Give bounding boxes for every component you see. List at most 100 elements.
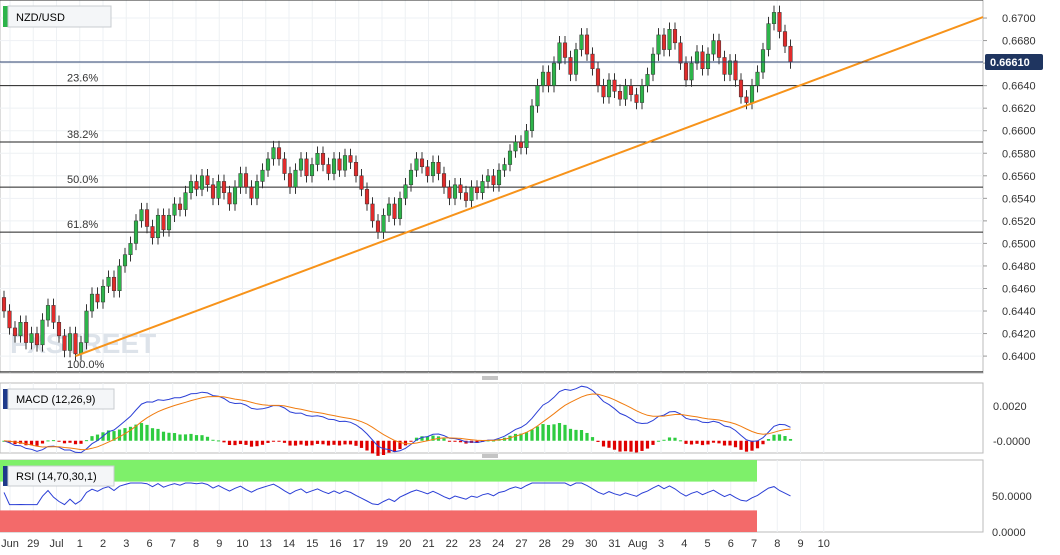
trendline[interactable] xyxy=(75,16,984,358)
macd-histogram-bar xyxy=(348,440,353,445)
candle-body xyxy=(403,184,408,199)
candle-body xyxy=(18,322,23,337)
rsi-tag: RSI (14,70,30,1) xyxy=(3,465,115,487)
candle-body xyxy=(243,173,249,188)
candle-body xyxy=(782,31,788,47)
macd-histogram-bar xyxy=(458,440,463,443)
candle-body xyxy=(595,68,601,86)
candle-body xyxy=(518,141,524,148)
macd-histogram-bar xyxy=(271,440,276,442)
candle-body xyxy=(612,79,617,92)
pane-resize-handle-1[interactable] xyxy=(482,376,498,380)
candle-body xyxy=(661,34,667,50)
macd-histogram-bar xyxy=(145,424,149,441)
candle-body xyxy=(386,203,392,216)
candle-body xyxy=(683,62,689,81)
macd-histogram-bar xyxy=(29,440,34,446)
candle-body xyxy=(51,305,56,323)
macd-histogram-bar xyxy=(62,440,67,444)
candle-body xyxy=(546,71,551,86)
macd-histogram-bar xyxy=(73,440,78,445)
price-tick-label: 0.6700 xyxy=(1002,13,1036,25)
price-pane-frame xyxy=(0,0,984,374)
current-price-badge xyxy=(985,53,1043,70)
macd-histogram-bar xyxy=(777,434,782,441)
macd-histogram-bar xyxy=(629,440,633,452)
macd-histogram-bar xyxy=(431,435,435,441)
candle-body xyxy=(584,34,590,55)
candle-body xyxy=(359,175,364,190)
pane-resize-handle-2[interactable] xyxy=(482,454,498,458)
macd-histogram-bar xyxy=(596,440,600,442)
candle-body xyxy=(56,322,62,337)
macd-histogram-bar xyxy=(51,440,56,442)
candle-body xyxy=(139,209,144,222)
macd-histogram-bar xyxy=(772,434,776,441)
candle-body xyxy=(276,147,282,160)
candle-body xyxy=(364,189,370,205)
macd-histogram-bar xyxy=(376,440,380,456)
time-tick-label: Aug xyxy=(628,538,648,550)
candle-body xyxy=(513,141,518,152)
macd-histogram-bar xyxy=(167,432,171,441)
macd-histogram-bar xyxy=(216,440,221,442)
macd-histogram-bar xyxy=(447,440,452,442)
macd-histogram-bar xyxy=(84,440,89,442)
trendline-line[interactable] xyxy=(75,16,984,358)
candle-body xyxy=(260,169,265,182)
time-tick-label: 2 xyxy=(100,538,106,550)
macd-pane-frame xyxy=(0,382,984,454)
price-tick-label: 0.6620 xyxy=(1002,103,1036,115)
macd-histogram-bar xyxy=(409,440,413,442)
candle-body xyxy=(375,220,381,233)
candle-body xyxy=(414,158,419,171)
candle-body xyxy=(524,130,529,148)
macd-histogram-bar xyxy=(161,431,166,441)
candle-body xyxy=(210,184,216,199)
time-tick-label: 10 xyxy=(818,538,830,550)
candle-body xyxy=(232,186,238,205)
macd-histogram-bar xyxy=(601,440,606,447)
macd-histogram-bar xyxy=(238,440,243,445)
rsi-pane: 50.0000 0.0000 xyxy=(0,460,1032,539)
candle-body xyxy=(650,53,656,75)
candle-body xyxy=(227,192,232,205)
macd-histogram-bar xyxy=(18,440,23,444)
candle-body xyxy=(172,203,177,216)
current-price: 0.66610 xyxy=(0,53,1043,70)
macd-histogram-bar xyxy=(612,440,617,450)
macd-histogram-bar xyxy=(766,438,771,441)
candle-body xyxy=(700,51,705,69)
macd-histogram-bar xyxy=(123,428,127,441)
candle-body xyxy=(23,322,29,343)
candle-body xyxy=(496,169,502,186)
price-tick-label: 0.6560 xyxy=(1002,171,1036,183)
macd-histogram-bar xyxy=(150,428,155,441)
candle-body xyxy=(1,297,7,312)
macd-histogram-bar xyxy=(662,439,666,441)
price-tick-label: 0.6480 xyxy=(1002,261,1036,273)
candle-body xyxy=(73,333,78,355)
candle-body xyxy=(353,162,359,177)
macd-histogram-bar xyxy=(277,440,281,442)
macd-histogram-bar xyxy=(156,428,160,441)
macd-histogram-bar xyxy=(134,424,138,441)
macd-histogram-bar xyxy=(524,432,529,441)
time-tick-label: 8 xyxy=(193,538,199,550)
candle-body xyxy=(557,42,562,64)
candle-body xyxy=(128,243,133,255)
price-tick-label: 0.6600 xyxy=(1002,126,1036,138)
macd-histogram-bar xyxy=(299,440,303,445)
candle-body xyxy=(447,186,452,199)
macd-histogram-bar xyxy=(519,433,523,441)
rsi-overbought-zone xyxy=(0,460,757,482)
macd-histogram-bar xyxy=(79,440,83,444)
macd-histogram-bar xyxy=(651,440,655,445)
candle-body xyxy=(771,12,777,24)
macd-histogram-bar xyxy=(755,440,760,449)
macd-histogram-bar xyxy=(139,423,144,441)
macd-histogram-bar xyxy=(695,440,699,444)
macd-histogram-bar xyxy=(255,440,259,447)
candle-body xyxy=(111,276,117,291)
rsi-label: RSI (14,70,30,1) xyxy=(16,471,97,483)
